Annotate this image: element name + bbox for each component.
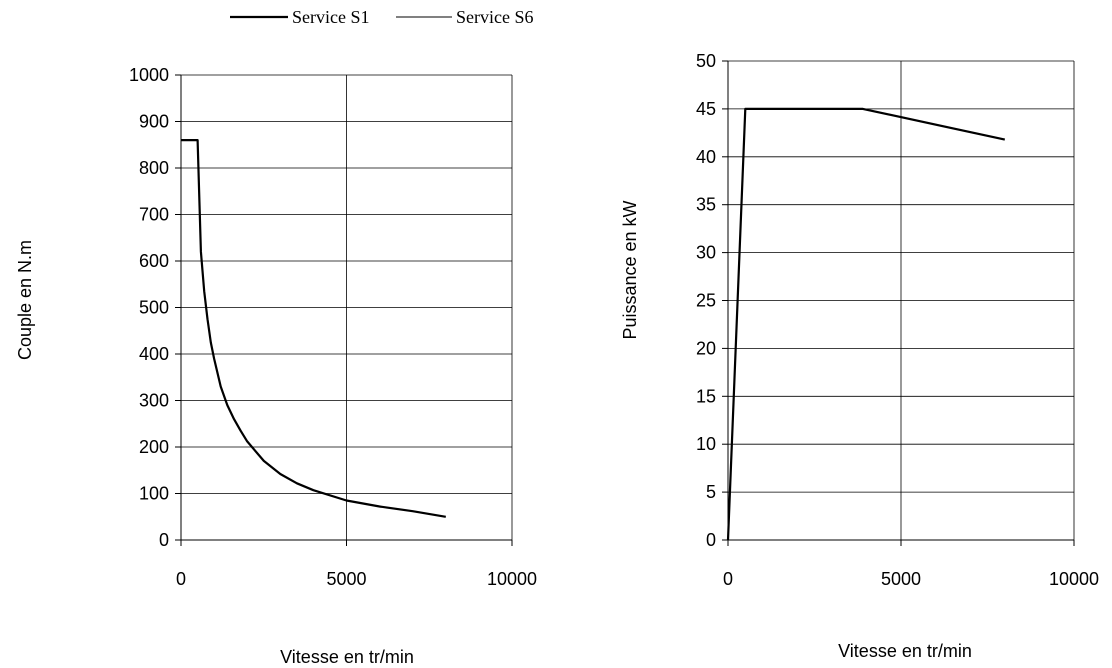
power-series-line-0 (726, 107, 1006, 541)
power-ytick-label-50: 50 (696, 51, 716, 71)
legend-label-s1: Service S1 (292, 7, 369, 27)
torque-xtick-label-5000: 5000 (326, 569, 366, 589)
torque-y-ticks: 0 100 200 300 400 500 600 700 800 900 1000 (129, 65, 169, 550)
torque-ytick-label-600: 600 (139, 251, 169, 271)
legend-label-s6: Service S6 (456, 7, 533, 27)
power-x-ticks: 0 5000 10000 (723, 569, 1099, 589)
torque-series (181, 139, 446, 518)
power-xtick-label-5000: 5000 (881, 569, 921, 589)
power-ytick-label-45: 45 (696, 99, 716, 119)
power-ytick-label-5: 5 (706, 482, 716, 502)
power-ytick-label-0: 0 (706, 530, 716, 550)
power-chart: 0 5 10 15 20 25 30 35 40 45 50 0 5000 10000 Puissanc… (620, 51, 1099, 661)
torque-xtick-label-10000: 10000 (487, 569, 537, 589)
torque-y-axis-title: Couple en N.m (15, 240, 35, 360)
power-gridlines (728, 60, 1075, 540)
power-xtick-label-0: 0 (723, 569, 733, 589)
torque-axes (175, 74, 513, 546)
power-y-axis-title: Puissance en kW (620, 200, 640, 339)
power-series (726, 107, 1006, 541)
torque-x-axis-title: Vitesse en tr/min (280, 647, 414, 667)
power-ytick-label-15: 15 (696, 386, 716, 406)
torque-ytick-label-1000: 1000 (129, 65, 169, 85)
torque-gridlines (181, 74, 513, 540)
torque-ytick-label-500: 500 (139, 298, 169, 318)
power-x-axis-title: Vitesse en tr/min (838, 641, 972, 661)
torque-ytick-label-100: 100 (139, 484, 169, 504)
power-xtick-label-10000: 10000 (1049, 569, 1099, 589)
power-ytick-label-20: 20 (696, 338, 716, 358)
torque-series-line-0 (181, 139, 446, 518)
torque-ytick-label-200: 200 (139, 437, 169, 457)
torque-ytick-label-400: 400 (139, 344, 169, 364)
power-y-ticks: 0 5 10 15 20 25 30 35 40 45 50 (696, 51, 716, 550)
torque-ytick-label-900: 900 (139, 112, 169, 132)
power-ytick-label-10: 10 (696, 434, 716, 454)
torque-ytick-label-700: 700 (139, 205, 169, 225)
legend: Service S1 Service S6 (230, 7, 533, 27)
power-axes (722, 60, 1075, 546)
torque-chart: 0 100 200 300 400 500 600 700 800 900 1000 0 5000 10… (15, 65, 537, 667)
power-ytick-label-40: 40 (696, 147, 716, 167)
torque-ytick-label-800: 800 (139, 158, 169, 178)
torque-x-ticks: 0 5000 10000 (176, 569, 537, 589)
power-ytick-label-30: 30 (696, 243, 716, 263)
torque-ytick-label-0: 0 (159, 530, 169, 550)
torque-xtick-label-0: 0 (176, 569, 186, 589)
power-ytick-label-35: 35 (696, 195, 716, 215)
torque-ytick-label-300: 300 (139, 391, 169, 411)
power-ytick-label-25: 25 (696, 291, 716, 311)
